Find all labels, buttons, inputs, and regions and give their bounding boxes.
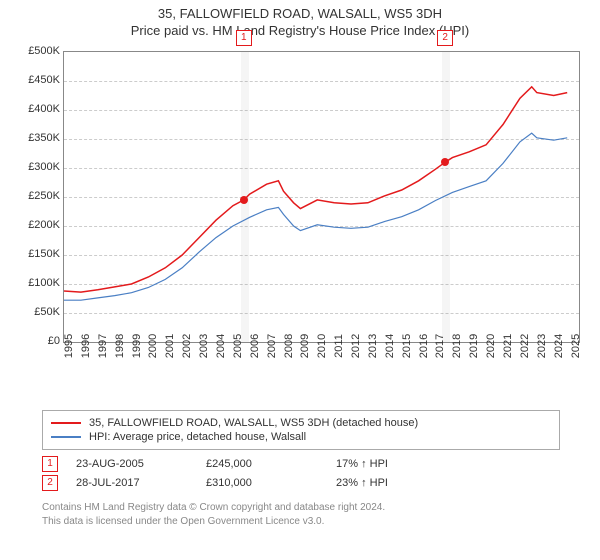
y-axis-label: £500K (28, 45, 60, 57)
x-axis-label: 2002 (181, 334, 193, 358)
y-axis-label: £50K (34, 306, 60, 318)
y-axis-label: £150K (28, 248, 60, 260)
chart-container: 35, FALLOWFIELD ROAD, WALSALL, WS5 3DH P… (0, 6, 600, 529)
legend-item-hpi: HPI: Average price, detached house, Wals… (51, 431, 551, 443)
legend-label-hpi: HPI: Average price, detached house, Wals… (89, 431, 306, 443)
x-axis-label: 2015 (401, 334, 413, 358)
x-axis-label: 1996 (80, 334, 92, 358)
legend-swatch-property (51, 422, 81, 424)
x-axis-label: 2003 (198, 334, 210, 358)
sale-price-2: £310,000 (206, 477, 336, 489)
legend-box: 35, FALLOWFIELD ROAD, WALSALL, WS5 3DH (… (42, 410, 560, 450)
x-axis-label: 2013 (367, 334, 379, 358)
y-axis-label: £300K (28, 161, 60, 173)
y-axis-label: £0 (48, 335, 60, 347)
sale-row-1: 1 23-AUG-2005 £245,000 17% ↑ HPI (42, 456, 600, 472)
footer-line1: Contains HM Land Registry data © Crown c… (42, 501, 600, 515)
series-property (64, 87, 567, 292)
sale-dot-2 (441, 158, 449, 166)
x-axis-label: 2004 (215, 334, 227, 358)
y-axis-label: £450K (28, 74, 60, 86)
x-axis-label: 2007 (266, 334, 278, 358)
sale-diff-2: 23% ↑ HPI (336, 477, 466, 489)
x-axis-label: 1999 (131, 334, 143, 358)
x-axis-label: 2011 (333, 334, 345, 358)
x-axis-label: 2022 (519, 334, 531, 358)
sales-table: 1 23-AUG-2005 £245,000 17% ↑ HPI 2 28-JU… (42, 456, 600, 491)
sale-marker-2: 2 (42, 475, 58, 491)
x-axis-label: 2001 (164, 334, 176, 358)
sale-diff-1: 17% ↑ HPI (336, 458, 466, 470)
x-axis-label: 1998 (114, 334, 126, 358)
x-axis-label: 2018 (451, 334, 463, 358)
legend-item-property: 35, FALLOWFIELD ROAD, WALSALL, WS5 3DH (… (51, 417, 551, 429)
y-axis-label: £350K (28, 132, 60, 144)
x-axis-label: 1997 (97, 334, 109, 358)
x-axis-label: 2020 (485, 334, 497, 358)
x-axis-label: 2014 (384, 334, 396, 358)
series-hpi (64, 133, 567, 300)
x-axis-label: 2000 (147, 334, 159, 358)
x-axis-label: 2019 (468, 334, 480, 358)
sale-date-1: 23-AUG-2005 (76, 458, 206, 470)
legend-swatch-hpi (51, 436, 81, 438)
y-axis-label: £250K (28, 190, 60, 202)
footer-attribution: Contains HM Land Registry data © Crown c… (42, 501, 600, 529)
x-axis-label: 2021 (502, 334, 514, 358)
sale-marker-1: 1 (42, 456, 58, 472)
chart-area: 12 £0 £50K £100K £150K £200K £250K £300K £350K £… (15, 46, 585, 406)
y-axis-label: £400K (28, 103, 60, 115)
y-axis-label: £100K (28, 277, 60, 289)
x-axis-label: 2010 (316, 334, 328, 358)
sale-date-2: 28-JUL-2017 (76, 477, 206, 489)
x-axis-label: 2012 (350, 334, 362, 358)
plot-region: 12 (63, 51, 580, 343)
footer-line2: This data is licensed under the Open Gov… (42, 515, 600, 529)
chart-title-line1: 35, FALLOWFIELD ROAD, WALSALL, WS5 3DH (0, 6, 600, 21)
series-lines (64, 52, 579, 342)
x-axis-label: 2009 (299, 334, 311, 358)
sale-marker-box-2: 2 (437, 30, 453, 46)
y-axis-label: £200K (28, 219, 60, 231)
x-axis-label: 2016 (418, 334, 430, 358)
x-axis-label: 2005 (232, 334, 244, 358)
x-axis-label: 1995 (63, 334, 75, 358)
sale-marker-box-1: 1 (236, 30, 252, 46)
x-axis-label: 2017 (434, 334, 446, 358)
sale-row-2: 2 28-JUL-2017 £310,000 23% ↑ HPI (42, 475, 600, 491)
sale-dot-1 (240, 196, 248, 204)
x-axis-label: 2006 (249, 334, 261, 358)
x-axis-label: 2024 (553, 334, 565, 358)
x-axis-label: 2008 (283, 334, 295, 358)
sale-price-1: £245,000 (206, 458, 336, 470)
x-axis-label: 2023 (536, 334, 548, 358)
x-axis-label: 2025 (570, 334, 582, 358)
legend-label-property: 35, FALLOWFIELD ROAD, WALSALL, WS5 3DH (… (89, 417, 418, 429)
chart-title-line2: Price paid vs. HM Land Registry's House … (0, 23, 600, 38)
